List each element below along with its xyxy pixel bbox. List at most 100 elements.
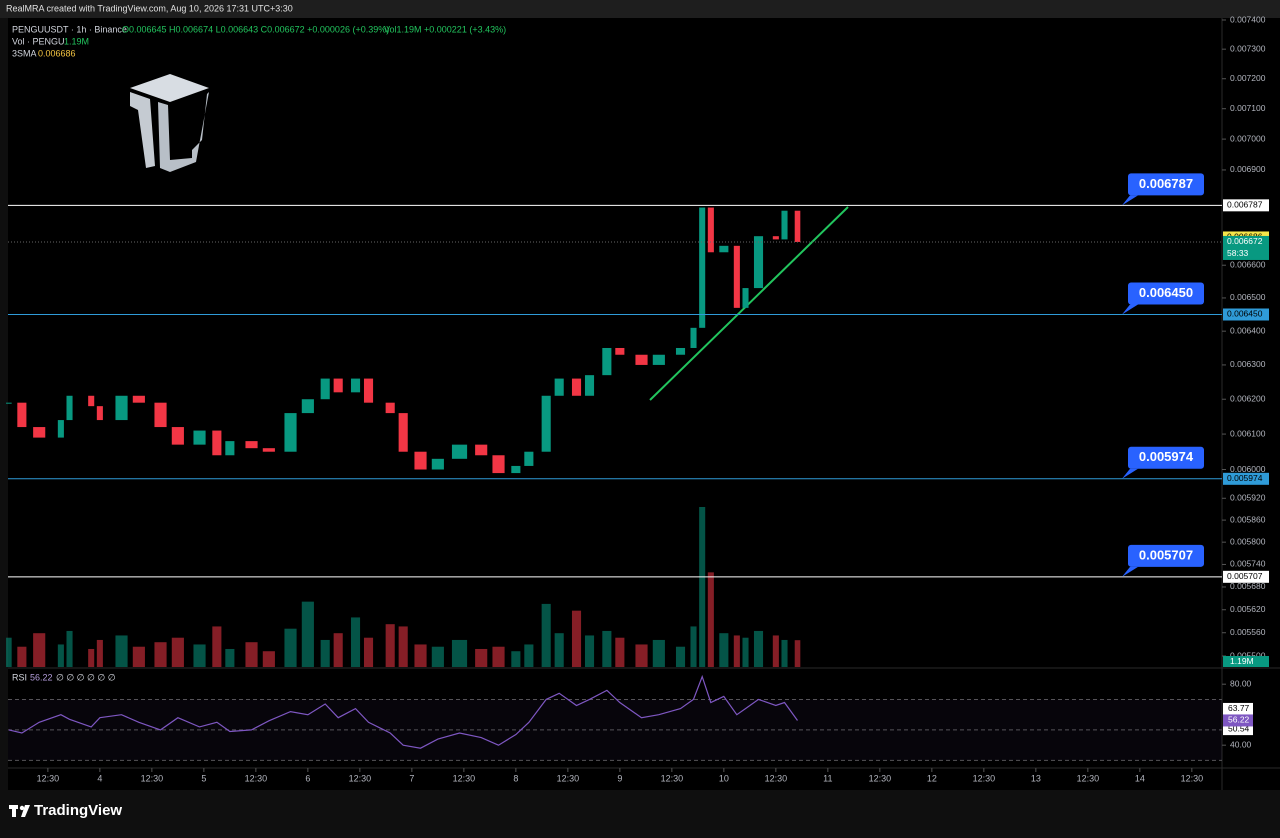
candle — [652, 354, 665, 365]
y-tick-label: 0.006600 — [1230, 259, 1266, 269]
candle — [154, 402, 167, 428]
y-tick-label: 0.006100 — [1230, 428, 1266, 438]
rsi-tick-label: 80.00 — [1230, 678, 1252, 688]
candle — [398, 413, 408, 452]
y-tick-label: 0.006500 — [1230, 292, 1266, 302]
candle — [225, 441, 235, 456]
credit: RealMRA created with TradingView.com, Au… — [6, 3, 293, 13]
candle — [492, 455, 505, 474]
level-tag-bg — [1223, 472, 1269, 485]
candle — [699, 207, 706, 328]
y-tick-label: 0.006400 — [1230, 325, 1266, 335]
candle — [451, 444, 468, 459]
logo — [130, 74, 209, 172]
level-box — [1128, 446, 1204, 469]
rsi-value-tag: 56.22 — [1228, 715, 1250, 725]
candle — [584, 375, 595, 396]
volume-bar — [284, 628, 297, 667]
candle — [350, 378, 361, 393]
volume-bar — [635, 644, 648, 667]
chart-area — [8, 18, 1280, 790]
volume-bar — [753, 630, 764, 667]
volume-bar — [615, 637, 625, 667]
volume-bar — [602, 630, 612, 667]
y-tick-label: 0.005620 — [1230, 604, 1266, 614]
candle — [707, 207, 714, 253]
volume-bar — [363, 637, 374, 667]
candle — [363, 378, 374, 403]
candle — [794, 210, 801, 242]
rsi-tag-bg — [1223, 702, 1253, 715]
volume-bar — [794, 640, 801, 667]
candle — [541, 395, 551, 452]
candle — [88, 395, 95, 407]
y-tick-label: 0.006300 — [1230, 359, 1266, 369]
ohlc: O0.006645 H0.006674 L0.006643 C0.006672 … — [122, 24, 389, 34]
candle — [753, 236, 764, 289]
level-callout — [1122, 566, 1138, 577]
x-tick-label: 12:30 — [37, 773, 60, 783]
volume-bar — [115, 635, 128, 667]
volume-bar — [719, 633, 729, 667]
candle — [431, 458, 444, 470]
candle — [245, 441, 258, 449]
x-tick-label: 9 — [617, 773, 622, 783]
volume-bar — [475, 648, 488, 667]
candle — [301, 399, 314, 414]
candle — [333, 378, 343, 393]
volume-bar — [225, 648, 235, 667]
volume-bar — [584, 635, 595, 667]
trend-line — [649, 206, 849, 401]
volume-bar — [707, 572, 714, 667]
candle — [781, 210, 788, 240]
y-tick-label: 0.005920 — [1230, 493, 1266, 503]
level-callout — [1122, 304, 1138, 315]
x-tick-label: 12:30 — [1181, 773, 1204, 783]
y-tick-label: 0.007400 — [1230, 14, 1266, 24]
level-tag-bg — [1223, 308, 1269, 321]
candle — [772, 236, 779, 240]
volume-bar — [320, 639, 330, 667]
level-label: 0.005974 — [1139, 449, 1194, 464]
volume-bar — [398, 626, 408, 667]
brand-logo — [9, 805, 30, 817]
footer — [0, 790, 1280, 833]
x-tick-label: 12:30 — [245, 773, 268, 783]
candle — [602, 347, 612, 376]
volume-bar — [733, 635, 740, 667]
rsi-placeholders: ∅ ∅ ∅ ∅ ∅ ∅ — [56, 672, 116, 682]
candle — [33, 427, 46, 438]
level-label: 0.005707 — [1139, 547, 1193, 562]
volume-bar — [301, 601, 314, 667]
volume-bar — [57, 644, 64, 667]
x-tick-label: 12:30 — [1077, 773, 1100, 783]
x-tick-label: 12:30 — [661, 773, 684, 783]
level-tag-bg — [1223, 570, 1269, 583]
volume-tag-bg — [1223, 656, 1269, 667]
level-callout — [1122, 195, 1138, 206]
x-tick-label: 13 — [1031, 773, 1041, 783]
volume-bar — [524, 644, 534, 667]
rsi-fill — [8, 699, 1222, 761]
y-tick-label: 0.006900 — [1230, 164, 1266, 174]
candle — [571, 378, 582, 396]
x-tick-label: 12:30 — [765, 773, 788, 783]
sma-legend-value: 0.006686 — [38, 48, 76, 58]
volume-bar — [781, 639, 788, 667]
volume-bar — [154, 642, 167, 667]
brand: TradingView — [34, 802, 122, 819]
volume-bar — [333, 633, 343, 667]
volume-bar — [262, 651, 275, 667]
candle — [675, 347, 686, 355]
volume-tag: 1.19M — [1230, 656, 1254, 666]
candle — [212, 430, 222, 456]
top-bar — [0, 0, 1280, 18]
candle — [6, 402, 12, 404]
x-tick-label: 12:30 — [869, 773, 892, 783]
volume-bar — [675, 646, 686, 667]
last-price-tag: 0.006672 — [1227, 236, 1263, 246]
volume-bar — [171, 637, 184, 667]
volume-bar — [541, 603, 551, 667]
y-tick-label: 0.005500 — [1230, 650, 1266, 660]
